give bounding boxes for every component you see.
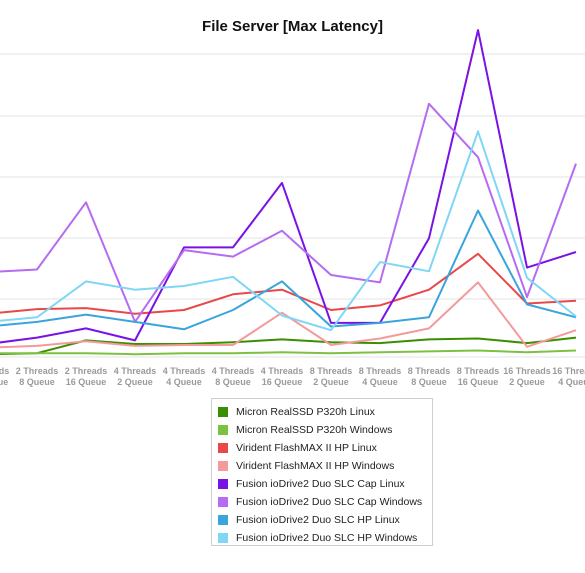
x-tick-label: 4 Threads 4 Queue	[163, 366, 206, 387]
x-tick-label: 4 Threads 16 Queue	[261, 366, 304, 387]
legend-swatch	[218, 461, 228, 471]
legend-swatch	[218, 443, 228, 453]
x-tick-label: 8 Threads 16 Queue	[457, 366, 500, 387]
gridlines	[0, 53, 585, 358]
legend-swatch	[218, 515, 228, 525]
legend-label: Micron RealSSD P320h Windows	[236, 424, 393, 436]
legend-swatch	[218, 533, 228, 543]
legend-swatch	[218, 479, 228, 489]
legend-swatch	[218, 497, 228, 507]
legend-label: Micron RealSSD P320h Linux	[236, 406, 375, 418]
chart-title: File Server [Max Latency]	[202, 18, 383, 35]
legend-label: Virident FlashMAX II HP Linux	[236, 442, 377, 454]
legend-item: Fusion ioDrive2 Duo SLC Cap Windows	[218, 493, 432, 511]
legend-swatch	[218, 425, 228, 435]
series-line-7	[0, 130, 577, 332]
legend-label: Virident FlashMAX II HP Windows	[236, 460, 395, 472]
legend-item: Fusion ioDrive2 Duo SLC HP Windows	[218, 529, 432, 547]
x-tick-label: 4 Threads 2 Queue	[114, 366, 157, 387]
series-line-4	[0, 29, 577, 344]
series-line-1	[0, 349, 577, 356]
legend-item: Virident FlashMAX II HP Linux	[218, 439, 432, 457]
legend-label: Fusion ioDrive2 Duo SLC HP Windows	[236, 532, 418, 544]
x-tick-label: 8 Threads 4 Queue	[359, 366, 402, 387]
legend-item: Fusion ioDrive2 Duo SLC Cap Linux	[218, 475, 432, 493]
x-tick-label: 2 Threads 16 Queue	[65, 366, 108, 387]
x-tick-label: 8 Threads 2 Queue	[310, 366, 353, 387]
legend-label: Fusion ioDrive2 Duo SLC HP Linux	[236, 514, 400, 526]
legend-label: Fusion ioDrive2 Duo SLC Cap Linux	[236, 478, 405, 490]
series-lines	[0, 29, 577, 356]
series-line-5	[0, 102, 577, 323]
x-tick-label: 8 Threads 8 Queue	[408, 366, 451, 387]
series-line-2	[0, 252, 577, 315]
legend-item: Virident FlashMAX II HP Windows	[218, 457, 432, 475]
series-line-3	[0, 281, 577, 349]
legend-swatch	[218, 407, 228, 417]
legend: Micron RealSSD P320h Linux Micron RealSSD…	[211, 398, 433, 546]
x-tick-label: 4 Threads 8 Queue	[212, 366, 255, 387]
legend-item: Micron RealSSD P320h Linux	[218, 403, 432, 421]
legend-label: Fusion ioDrive2 Duo SLC Cap Windows	[236, 496, 423, 508]
x-tick-label: 2 Threads 8 Queue	[16, 366, 59, 387]
legend-item: Micron RealSSD P320h Windows	[218, 421, 432, 439]
legend-item: Fusion ioDrive2 Duo SLC HP Linux	[218, 511, 432, 529]
series-line-6	[0, 209, 577, 331]
x-tick-label: 16 Threads 2 Queue	[503, 366, 551, 387]
